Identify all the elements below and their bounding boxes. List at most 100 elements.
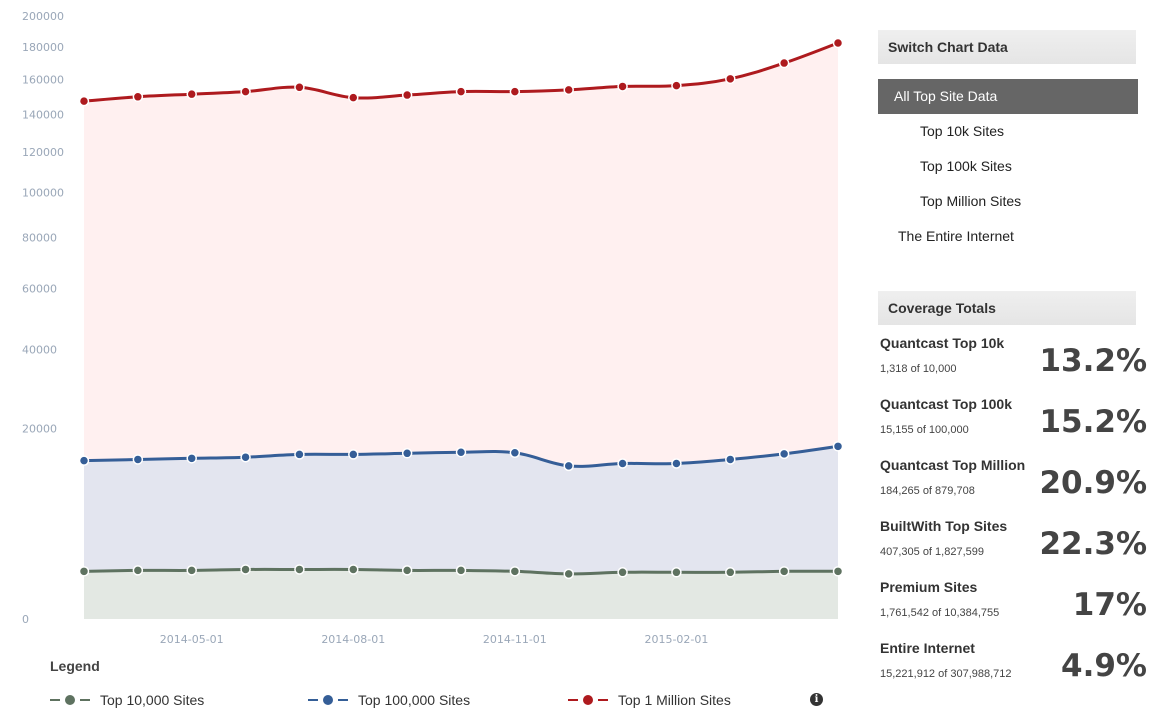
switch-item-entire-internet[interactable]: The Entire Internet bbox=[898, 228, 1014, 244]
data-point bbox=[132, 454, 144, 465]
coverage-percent: 4.9% bbox=[1061, 648, 1147, 684]
y-tick-label: 60000 bbox=[22, 283, 57, 296]
data-point bbox=[778, 566, 790, 577]
legend-label-top-10k: Top 10,000 Sites bbox=[100, 692, 205, 708]
coverage-detail: 407,305 of 1,827,599 bbox=[880, 546, 984, 558]
data-point bbox=[671, 80, 682, 91]
line-chart: 0 20000 40000 60000 80000 100000 120000 140000 1… bbox=[22, 10, 844, 646]
coverage-name: Quantcast Top 10k bbox=[880, 335, 1005, 351]
coverage-percent: 13.2% bbox=[1039, 343, 1147, 379]
data-point bbox=[617, 567, 628, 578]
legend-swatch-top-10k bbox=[50, 694, 90, 706]
y-tick-label: 80000 bbox=[22, 232, 57, 245]
data-point bbox=[186, 88, 197, 100]
coverage-name: Entire Internet bbox=[880, 640, 975, 656]
x-tick-label: 2014-11-01 bbox=[483, 633, 547, 646]
y-tick-label: 20000 bbox=[22, 422, 57, 435]
data-point bbox=[455, 446, 467, 458]
data-point bbox=[401, 448, 413, 459]
legend-title: Legend bbox=[50, 658, 100, 674]
y-tick-label: 40000 bbox=[22, 343, 57, 356]
data-point bbox=[348, 92, 359, 103]
data-point bbox=[401, 565, 413, 576]
coverage-name: Quantcast Top 100k bbox=[880, 396, 1013, 412]
data-point bbox=[186, 453, 197, 464]
data-point bbox=[725, 73, 736, 85]
coverage-name: BuiltWith Top Sites bbox=[880, 518, 1008, 534]
switch-item-top-million[interactable]: Top Million Sites bbox=[920, 193, 1022, 209]
legend-item-top-10k[interactable]: Top 10,000 Sites bbox=[50, 692, 204, 708]
legend-item-top-100k[interactable]: Top 100,000 Sites bbox=[308, 692, 470, 708]
data-point bbox=[348, 564, 359, 575]
data-point bbox=[778, 448, 790, 460]
data-point bbox=[778, 57, 790, 69]
coverage-percent: 15.2% bbox=[1039, 404, 1147, 440]
data-point bbox=[240, 564, 251, 575]
data-point bbox=[240, 86, 251, 97]
data-point bbox=[671, 567, 682, 578]
legend-item-top-1m[interactable]: Top 1 Million Sites bbox=[568, 692, 731, 708]
data-point bbox=[563, 568, 574, 580]
switch-item-all-top-site-data[interactable]: All Top Site Data bbox=[878, 79, 1138, 114]
coverage-percent: 20.9% bbox=[1039, 465, 1147, 501]
data-point bbox=[671, 458, 682, 469]
data-point bbox=[455, 86, 467, 97]
data-point bbox=[401, 89, 413, 101]
data-point bbox=[509, 86, 521, 97]
data-point bbox=[563, 460, 574, 472]
legend-swatch-top-1m bbox=[568, 694, 608, 706]
data-point bbox=[509, 447, 521, 459]
coverage-row: Quantcast Top 100k 15,155 of 100,000 15.… bbox=[878, 396, 1150, 457]
data-point bbox=[725, 567, 736, 578]
switch-chart-data-list: All Top Site Data Top 10k Sites Top 100k… bbox=[878, 79, 1138, 254]
x-tick-label: 2014-05-01 bbox=[160, 633, 224, 646]
data-point bbox=[240, 451, 251, 463]
chart-area: 0 20000 40000 60000 80000 100000 120000 140000 1… bbox=[22, 10, 844, 646]
data-point bbox=[78, 455, 90, 466]
coverage-name: Quantcast Top Million bbox=[880, 457, 1026, 473]
coverage-row: Quantcast Top Million 184,265 of 879,708… bbox=[878, 457, 1150, 518]
y-tick-label: 120000 bbox=[22, 146, 64, 159]
legend-label-top-1m: Top 1 Million Sites bbox=[618, 692, 731, 708]
data-point bbox=[509, 566, 521, 577]
y-tick-label: 200000 bbox=[22, 10, 64, 23]
coverage-detail: 1,318 of 10,000 bbox=[880, 363, 957, 375]
coverage-row: Quantcast Top 10k 1,318 of 10,000 13.2% bbox=[878, 335, 1150, 396]
info-icon[interactable]: i bbox=[810, 693, 823, 706]
data-point bbox=[832, 566, 844, 577]
data-point bbox=[132, 565, 144, 576]
data-point bbox=[832, 37, 844, 49]
y-tick-label: 180000 bbox=[22, 41, 64, 54]
coverage-percent: 17% bbox=[1072, 587, 1147, 623]
legend: Legend Top 10,000 Sites Top 100,000 Site… bbox=[50, 658, 850, 715]
x-tick-label: 2014-08-01 bbox=[321, 633, 385, 646]
series-area bbox=[84, 569, 838, 619]
data-point bbox=[294, 449, 305, 460]
data-point bbox=[78, 95, 90, 107]
y-tick-label: 100000 bbox=[22, 187, 64, 200]
x-tick-label: 2015-02-01 bbox=[644, 633, 708, 646]
y-tick-label: 140000 bbox=[22, 108, 64, 121]
coverage-percent: 22.3% bbox=[1039, 526, 1147, 562]
coverage-row: Premium Sites 1,761,542 of 10,384,755 17… bbox=[878, 579, 1150, 640]
data-point bbox=[294, 82, 305, 93]
coverage-detail: 15,221,912 of 307,988,712 bbox=[880, 668, 1012, 680]
data-point bbox=[348, 449, 359, 460]
coverage-name: Premium Sites bbox=[880, 579, 978, 595]
coverage-detail: 15,155 of 100,000 bbox=[880, 424, 969, 436]
switch-chart-data-header: Switch Chart Data bbox=[878, 30, 1136, 64]
data-point bbox=[563, 84, 574, 96]
coverage-totals-header: Coverage Totals bbox=[878, 291, 1136, 325]
coverage-row: BuiltWith Top Sites 407,305 of 1,827,599… bbox=[878, 518, 1150, 579]
sidebar: Switch Chart Data All Top Site Data Top … bbox=[875, 0, 1151, 715]
y-tick-label: 0 bbox=[22, 613, 29, 626]
switch-item-top-100k[interactable]: Top 100k Sites bbox=[920, 158, 1012, 174]
coverage-totals-list: Quantcast Top 10k 1,318 of 10,000 13.2% … bbox=[878, 335, 1150, 701]
y-tick-label: 160000 bbox=[22, 74, 64, 87]
coverage-detail: 1,761,542 of 10,384,755 bbox=[880, 607, 1000, 619]
legend-swatch-top-100k bbox=[308, 694, 348, 706]
data-point bbox=[78, 566, 90, 577]
switch-item-top-10k[interactable]: Top 10k Sites bbox=[920, 123, 1005, 139]
data-point bbox=[725, 454, 736, 465]
data-point bbox=[186, 565, 197, 576]
